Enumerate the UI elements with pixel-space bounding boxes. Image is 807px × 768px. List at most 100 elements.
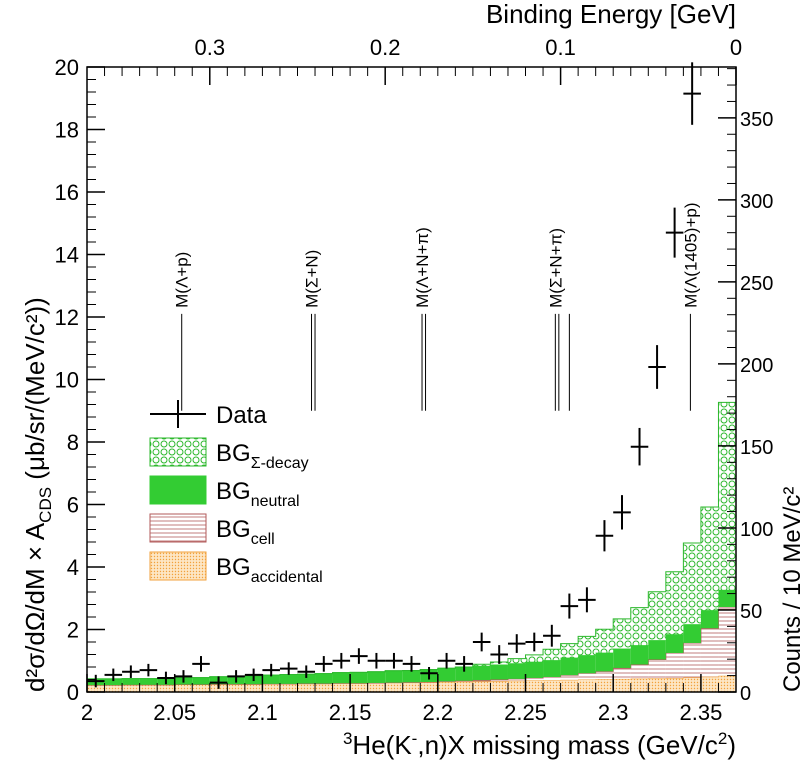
threshold-markers: M(Λ+p) M(Σ+N) M(Λ+N+π) M(Σ+N+π) M(Λ(1405)+p)	[173, 203, 700, 411]
legend-label-sub: neutral	[251, 493, 300, 510]
left-tick-label: 10	[55, 368, 79, 393]
legend-swatch-neutral	[149, 475, 207, 505]
stack-bar-neutral	[279, 674, 298, 684]
stack-bar-sigma_decay	[595, 629, 614, 653]
right-tick-label: 100	[740, 519, 773, 541]
stack-bar-accidental	[104, 685, 123, 692]
stack-bar-accidental	[630, 678, 649, 692]
threshold-label: M(Λ+N+π)	[413, 227, 432, 308]
stack-bar-neutral	[402, 670, 421, 683]
stack-bar-sigma_decay	[630, 607, 649, 646]
legend-label-main: BG	[216, 440, 251, 467]
stack-bar-accidental	[87, 685, 105, 692]
stack-bar-neutral	[332, 672, 351, 684]
left-tick-label: 8	[67, 430, 79, 455]
stack-bar-sigma_decay	[700, 507, 719, 611]
stack-bar-sigma_decay	[665, 571, 684, 635]
legend-swatch-cell	[149, 513, 207, 543]
stack-bar-neutral	[104, 678, 123, 686]
stack-bar-accidental	[402, 682, 421, 692]
stack-bar-sigma_decay	[578, 636, 596, 656]
stack-bar-accidental	[350, 683, 368, 692]
left-tick-label: 16	[55, 180, 79, 205]
left-y-axis: 0 2 4 6 8 10 12 14 16 18 20	[55, 55, 105, 705]
stack-bar-accidental	[437, 682, 456, 692]
bottom-x-axis: 2 2.05 2.1 2.15 2.2 2.25 2.3 2.35	[81, 674, 737, 725]
stack-bar-accidental	[244, 684, 263, 692]
x-axis-title-main: He(K	[352, 730, 412, 760]
left-y-axis-title: d²σ/dΩ/dM × ACDS (μb/sr/(MeV/c²))	[20, 297, 55, 692]
top-tick-label: 0	[730, 35, 742, 60]
stack-bar-accidental	[595, 679, 614, 692]
legend-label-sub: accidental	[251, 569, 323, 586]
stack-bar-cell	[648, 659, 666, 679]
stack-bar-accidental	[560, 679, 579, 692]
stack-bar-neutral	[350, 672, 368, 684]
top-tick-label: 0.1	[545, 35, 576, 60]
stack-bar-neutral	[648, 640, 666, 660]
right-tick-label: 350	[740, 109, 773, 131]
stack-bar-neutral	[683, 624, 701, 643]
bottom-tick-label: 2.3	[598, 700, 629, 725]
legend-label-cell: BGcell	[216, 516, 275, 548]
stack-bar-cell	[490, 679, 508, 682]
legend-swatch-accidental	[149, 551, 207, 581]
stack-bar-cell	[543, 677, 561, 681]
stack-bar-sigma_decay	[507, 658, 526, 664]
bottom-tick-label: 2.2	[423, 700, 454, 725]
stack-bar-neutral	[315, 673, 333, 684]
stack-bar-accidental	[192, 684, 210, 692]
stack-bar-sigma_decay	[613, 618, 631, 649]
threshold-label: M(Λ+p)	[173, 252, 192, 308]
right-tick-label: 300	[740, 191, 773, 213]
left-y-axis-title-sub: CDS	[36, 487, 55, 523]
stack-bar-neutral	[543, 660, 561, 677]
stack-bar-accidental	[297, 683, 316, 692]
right-tick-label: 250	[740, 273, 773, 295]
stack-bar-sigma_decay	[472, 664, 491, 666]
stack-bar-cell	[683, 642, 701, 678]
bottom-tick-label: 2.15	[329, 700, 372, 725]
stack-bar-accidental	[420, 682, 438, 692]
stack-bar-cell	[595, 671, 614, 680]
stack-bar-accidental	[472, 681, 491, 692]
left-y-axis-title-units: (μb/sr/(MeV/c²))	[20, 297, 50, 487]
bottom-tick-label: 2.05	[153, 700, 196, 725]
top-binding-energy-axis: 0.3 0.2 0.1 0	[104, 35, 742, 85]
left-tick-label: 6	[67, 493, 79, 518]
stack-bar-neutral	[665, 634, 684, 653]
stack-bar-cell	[578, 673, 596, 680]
top-axis-title: Binding Energy [GeV]	[486, 0, 736, 29]
stack-bar-neutral	[297, 674, 316, 684]
stack-bar-accidental	[367, 682, 386, 692]
stack-bar-neutral	[455, 667, 473, 681]
stack-bar-neutral	[525, 661, 544, 678]
stack-bar-neutral	[139, 678, 158, 685]
x-axis-title-end: )	[727, 730, 736, 760]
left-tick-label: 14	[55, 243, 79, 268]
legend-label-sigma: BGΣ-decay	[216, 440, 309, 472]
left-y-axis-title-main: d²σ/dΩ/dM × A	[20, 522, 50, 692]
bottom-tick-label: 2	[81, 700, 93, 725]
stack-bar-accidental	[174, 684, 193, 692]
legend-label-sub: Σ-decay	[251, 455, 309, 472]
stack-bar-accidental	[315, 683, 333, 692]
stack-bar-neutral	[385, 670, 403, 683]
stack-bar-sigma_decay	[718, 402, 736, 590]
stack-bar-accidental	[648, 678, 666, 692]
stack-bar-cell	[700, 628, 719, 677]
legend-label-accidental: BGaccidental	[216, 554, 323, 586]
bottom-tick-label: 2.35	[680, 700, 723, 725]
stack-bar-sigma_decay	[525, 654, 544, 662]
stack-bar-accidental	[122, 684, 140, 692]
bottom-tick-label: 2.25	[504, 700, 547, 725]
stack-bar-neutral	[192, 677, 210, 685]
stack-bar-cell	[560, 675, 579, 680]
stack-bar-neutral	[490, 664, 508, 680]
legend-label-data: Data	[216, 402, 267, 429]
background-stack	[87, 401, 736, 692]
stack-bar-cell	[507, 678, 526, 681]
right-y-axis: 0 50 100 150 200 250 300 350	[718, 68, 773, 705]
